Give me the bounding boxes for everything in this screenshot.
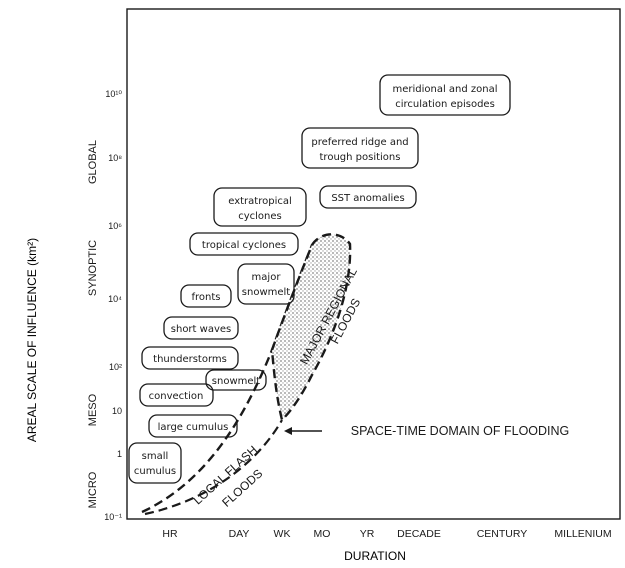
label-small-cumulus-1: small (142, 451, 169, 462)
label-major-snowmelt-1: major (252, 272, 282, 283)
box-fronts (180, 284, 232, 308)
label-sst: SST anomalies (331, 193, 404, 204)
group-global: GLOBAL (87, 140, 99, 184)
box-short-waves (163, 316, 239, 340)
plot-frame (126, 8, 621, 520)
box-meridional (379, 74, 511, 116)
box-snowmelt (205, 369, 267, 391)
y-tick: 10¹⁰ (105, 89, 122, 99)
label-tropical: tropical cyclones (202, 240, 286, 251)
y-tick: 10⁶ (108, 221, 122, 231)
label-snowmelt: snowmelt (212, 376, 261, 387)
box-sst (319, 185, 417, 209)
label-meridional-2: circulation episodes (395, 99, 495, 110)
group-meso: MESO (87, 393, 99, 426)
label-extratropical-2: cyclones (238, 211, 282, 222)
group-micro: MICRO (87, 471, 99, 508)
phenomena (128, 74, 511, 484)
label-fronts: fronts (192, 292, 221, 303)
label-extratropical-1: extratropical (228, 196, 292, 207)
x-tick: YR (360, 528, 375, 540)
label-space-time-domain: SPACE-TIME DOMAIN OF FLOODING (351, 424, 570, 438)
y-tick: 10⁻¹ (104, 512, 122, 522)
label-short-waves: short waves (171, 324, 231, 335)
box-convection (139, 383, 214, 407)
box-small-cumulus (128, 442, 182, 484)
y-ticks: 10¹⁰ 10⁸ 10⁶ 10⁴ 10² 10 1 10⁻¹ (104, 89, 122, 522)
label-large-cumulus: large cumulus (158, 422, 229, 433)
box-tropical (189, 232, 299, 256)
box-large-cumulus (148, 414, 238, 438)
x-tick: WK (274, 528, 291, 540)
y-tick: 10² (109, 362, 122, 372)
x-tick: MO (314, 528, 331, 540)
y-tick: 10⁴ (108, 294, 122, 304)
x-tick: DAY (229, 528, 250, 540)
box-major-snowmelt (237, 263, 295, 305)
box-ridge (301, 127, 419, 169)
label-thunderstorms: thunderstorms (153, 354, 227, 365)
label-meridional-1: meridional and zonal (392, 84, 497, 95)
domain-pointer-arrow (284, 427, 292, 435)
y-tick: 10 (112, 406, 122, 416)
label-small-cumulus-2: cumulus (134, 466, 176, 477)
y-tick: 10⁸ (108, 153, 122, 163)
x-axis-label: DURATION (344, 549, 406, 563)
x-tick: MILLENIUM (554, 528, 611, 540)
region-labels: LOCAL FLASH FLOODS MAJOR REGIONAL FLOODS… (191, 265, 570, 510)
x-tick: CENTURY (477, 528, 528, 540)
box-thunderstorms (141, 346, 239, 370)
label-major-snowmelt-2: snowmelt (242, 287, 291, 298)
y-tick: 1 (117, 449, 122, 459)
label-ridge-1: preferred ridge and (311, 137, 408, 148)
label-ridge-2: trough positions (320, 152, 401, 163)
regional-flood-region (270, 233, 352, 423)
x-ticks: HR DAY WK MO YR DECADE CENTURY MILLENIUM (162, 528, 611, 540)
label-convection: convection (149, 391, 204, 402)
x-tick: DECADE (397, 528, 441, 540)
x-tick: HR (162, 528, 178, 540)
y-group-labels: GLOBAL SYNOPTIC MESO MICRO (87, 140, 99, 508)
y-axis-label: AREAL SCALE OF INFLUENCE (km²) (25, 238, 39, 442)
box-extratropical (213, 187, 307, 227)
local-flood-inner-boundary (144, 419, 283, 516)
phenomenon-labels: meridional and zonal circulation episode… (134, 84, 498, 477)
group-synoptic: SYNOPTIC (87, 240, 99, 296)
